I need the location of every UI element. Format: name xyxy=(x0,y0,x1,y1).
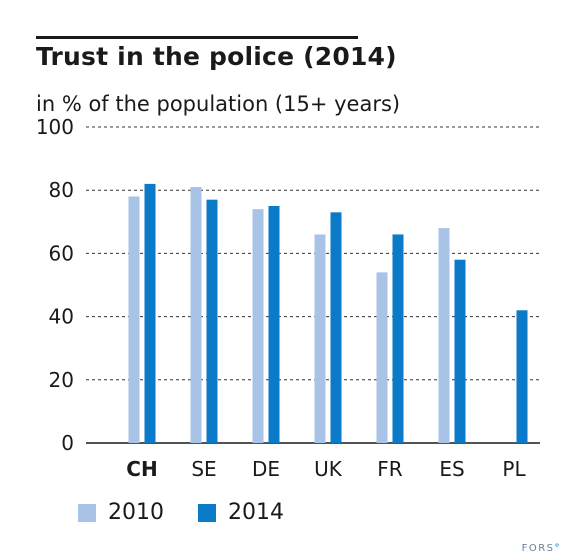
bar-pl-2014 xyxy=(516,310,528,443)
x-tick-label-es: ES xyxy=(439,457,464,481)
y-tick-label-80: 80 xyxy=(49,178,74,202)
bar-de-2014 xyxy=(268,206,280,443)
legend-item-2014: 2014 xyxy=(198,500,284,525)
y-tick-label-40: 40 xyxy=(49,305,74,329)
chart-title: Trust in the police (2014) xyxy=(36,42,397,71)
bar-uk-2014 xyxy=(330,212,342,443)
bar-chart: 0 20 40 60 80 100 CH SE DE UK FR ES PL xyxy=(36,115,540,481)
x-tick-label-se: SE xyxy=(191,457,216,481)
title-rule xyxy=(36,36,358,39)
brand-mark: ° xyxy=(554,543,561,554)
x-tick-label-uk: UK xyxy=(314,457,343,481)
bar-es-2014 xyxy=(454,259,466,443)
legend-label-2010: 2010 xyxy=(108,500,164,525)
y-tick-label-0: 0 xyxy=(61,431,74,455)
legend-label-2014: 2014 xyxy=(228,500,284,525)
x-tick-label-fr: FR xyxy=(377,457,403,481)
x-tick-label-de: DE xyxy=(252,457,280,481)
legend: 2010 2014 xyxy=(78,500,318,525)
legend-swatch-2010 xyxy=(78,503,96,522)
y-tick-label-20: 20 xyxy=(49,368,74,392)
bar-ch-2014 xyxy=(144,183,156,443)
bar-de-2010 xyxy=(252,209,264,443)
legend-item-2010: 2010 xyxy=(78,500,164,525)
brand-name: FORS xyxy=(521,543,555,554)
bar-se-2010 xyxy=(190,187,202,443)
bar-ch-2010 xyxy=(128,196,140,443)
bar-uk-2010 xyxy=(314,234,326,443)
bar-se-2014 xyxy=(206,199,218,443)
legend-swatch-2014 xyxy=(198,503,216,522)
x-tick-label-ch: CH xyxy=(126,457,157,481)
bar-fr-2014 xyxy=(392,234,404,443)
bar-es-2010 xyxy=(438,228,450,443)
chart-subtitle: in % of the population (15+ years) xyxy=(36,92,401,116)
brand-logo: FORS° xyxy=(522,543,561,554)
y-tick-label-100: 100 xyxy=(36,115,74,139)
bar-fr-2010 xyxy=(376,272,388,443)
y-tick-label-60: 60 xyxy=(49,241,74,265)
x-tick-label-pl: PL xyxy=(502,457,526,481)
